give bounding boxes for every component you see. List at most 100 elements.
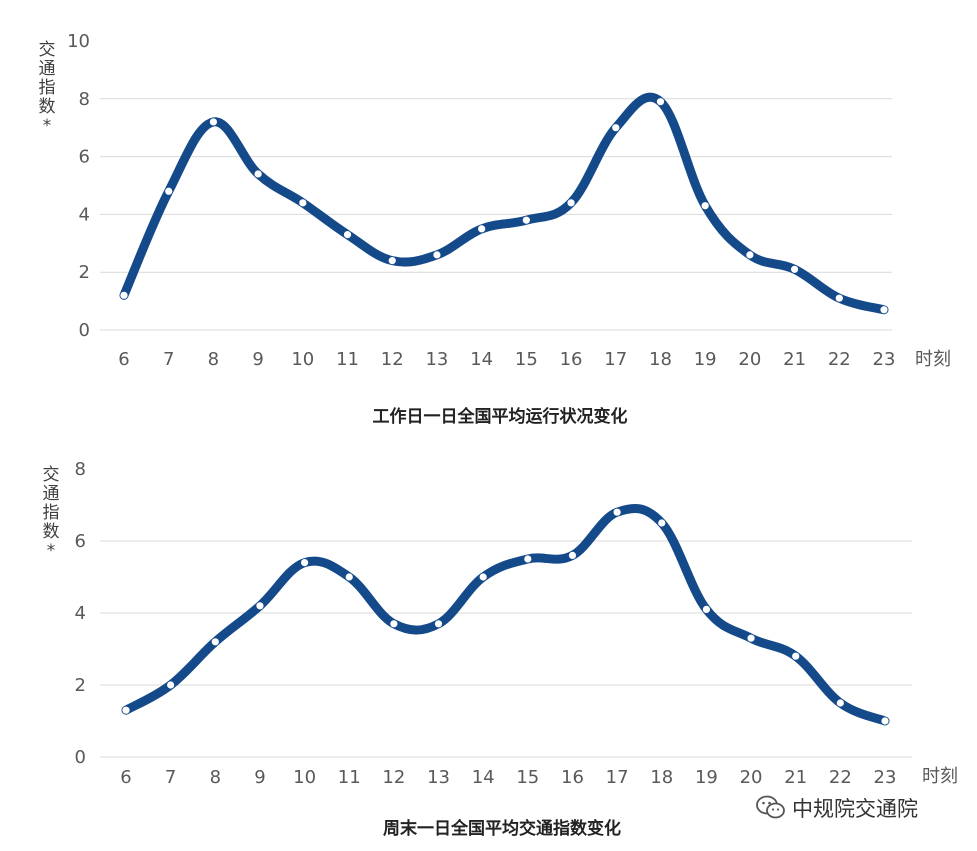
- x-tick-label: 8: [210, 767, 221, 788]
- y-tick-label: 0: [75, 747, 86, 768]
- data-point: [478, 225, 486, 233]
- data-point: [656, 98, 665, 106]
- y-tick-label: 2: [75, 675, 86, 696]
- x-tick-label: 20: [740, 767, 763, 788]
- x-tick-label: 17: [606, 767, 629, 788]
- x-tick-label: 12: [382, 767, 405, 788]
- x-tick-label: 15: [516, 767, 539, 788]
- x-tick-label: 9: [254, 767, 265, 788]
- data-point: [835, 294, 843, 302]
- data-point: [434, 620, 443, 628]
- data-point: [613, 508, 621, 516]
- x-tick-label: 22: [828, 349, 851, 370]
- watermark-text: 中规院交通院: [792, 797, 918, 821]
- data-point: [880, 306, 888, 314]
- watermark: 中规院交通院: [756, 793, 918, 823]
- data-point: [522, 216, 530, 224]
- y-axis-label: 交通指数*: [39, 40, 56, 136]
- x-tick-label: 15: [515, 349, 538, 370]
- grid-lines: [100, 540, 912, 758]
- chart-title: 周末一日全国平均交通指数变化: [383, 818, 621, 839]
- data-point: [122, 706, 130, 714]
- data-point: [345, 573, 353, 581]
- data-points: [122, 508, 889, 725]
- x-tick-label: 21: [783, 349, 806, 370]
- y-tick-label: 6: [75, 531, 86, 552]
- wechat-icon: [756, 795, 786, 821]
- x-tick-labels: 6 7 8 9 10 11 12 13 14 15 16 17 18 19 20 21 22 23: [118, 349, 895, 370]
- y-tick-label: 0: [79, 320, 90, 341]
- x-tick-label: 8: [208, 349, 219, 370]
- data-point: [658, 519, 666, 527]
- data-point: [747, 634, 755, 642]
- x-axis-label: 时刻: [915, 349, 951, 370]
- chart-title: 工作日一日全国平均运行状况变化: [373, 406, 628, 427]
- x-tick-label: 18: [650, 767, 673, 788]
- y-tick-label: 6: [79, 147, 90, 168]
- x-tick-label: 22: [829, 767, 852, 788]
- data-point: [211, 638, 219, 646]
- x-tick-label: 14: [472, 767, 495, 788]
- data-point: [746, 251, 754, 259]
- data-point: [343, 231, 352, 239]
- data-point: [299, 199, 307, 207]
- x-tick-label: 19: [694, 349, 717, 370]
- x-tick-label: 13: [425, 349, 448, 370]
- data-point: [792, 652, 800, 660]
- x-tick-label: 16: [561, 767, 584, 788]
- series-line: [121, 503, 890, 726]
- data-point: [568, 551, 577, 560]
- x-tick-label: 6: [120, 767, 131, 788]
- series-line: [119, 92, 889, 315]
- x-tick-label: 21: [784, 767, 807, 788]
- data-point: [702, 605, 711, 614]
- data-point: [165, 187, 173, 195]
- x-tick-label: 23: [874, 767, 897, 788]
- data-point: [120, 291, 128, 299]
- data-point: [479, 573, 487, 581]
- x-tick-label: 14: [470, 349, 493, 370]
- x-tick-label: 9: [252, 349, 263, 370]
- y-tick-labels: 0 2 4 6 8: [75, 459, 86, 768]
- weekday-chart: 0 2 4 6 8 10 6 7 8 9 10 11 12 13 14 15 16 17 18 19 20 21 22 23…: [39, 31, 952, 427]
- data-point: [612, 124, 620, 132]
- x-tick-label: 10: [293, 767, 316, 788]
- x-tick-label: 11: [338, 767, 361, 788]
- y-tick-label: 8: [75, 459, 86, 480]
- y-tick-label: 8: [79, 89, 90, 110]
- data-point: [524, 555, 532, 563]
- x-tick-label: 11: [336, 349, 359, 370]
- data-point: [836, 699, 844, 707]
- data-point: [881, 717, 889, 725]
- data-point: [790, 265, 799, 273]
- grid-lines: [100, 98, 892, 331]
- x-tick-label: 10: [291, 349, 314, 370]
- data-points: [120, 98, 888, 314]
- x-tick-label: 6: [118, 349, 129, 370]
- x-tick-label: 13: [427, 767, 450, 788]
- x-tick-label: 12: [381, 349, 404, 370]
- data-point: [256, 602, 264, 610]
- y-tick-labels: 0 2 4 6 8 10: [67, 31, 90, 341]
- x-tick-label: 19: [695, 767, 718, 788]
- data-point: [254, 170, 262, 178]
- data-point: [567, 199, 575, 207]
- x-tick-label: 20: [738, 349, 761, 370]
- x-tick-label: 23: [873, 349, 896, 370]
- x-tick-labels: 6 7 8 9 10 11 12 13 14 15 16 17 18 19 20 21 22 23: [120, 767, 896, 788]
- x-tick-label: 16: [560, 349, 583, 370]
- y-tick-label: 10: [67, 31, 90, 52]
- weekend-chart: 0 2 4 6 8 6 7 8 9 10 11 12 13 14 15 16 17 18 19 20 21 22 23 交…: [43, 459, 959, 839]
- x-tick-label: 7: [165, 767, 176, 788]
- data-point: [300, 559, 309, 567]
- data-point: [701, 202, 709, 210]
- data-point: [167, 681, 175, 689]
- x-tick-label: 7: [163, 349, 174, 370]
- y-tick-label: 4: [75, 603, 86, 624]
- x-axis-label: 时刻: [922, 766, 958, 787]
- y-tick-label: 2: [79, 262, 90, 283]
- data-point: [390, 620, 398, 628]
- data-point: [388, 257, 396, 265]
- x-tick-label: 17: [604, 349, 627, 370]
- x-tick-label: 18: [649, 349, 672, 370]
